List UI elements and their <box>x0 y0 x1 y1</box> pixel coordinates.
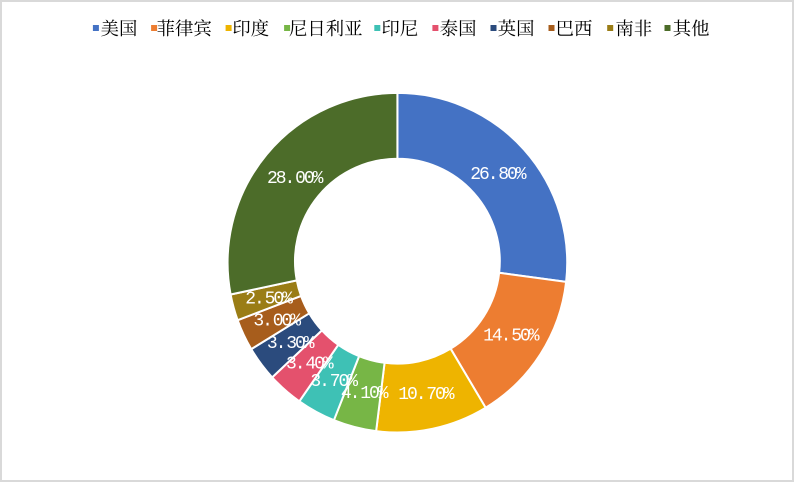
svg-text:14.50%: 14.50% <box>483 326 540 346</box>
svg-text:26.80%: 26. 80% <box>470 165 527 185</box>
svg-text:2.50%: 2.50% <box>245 290 293 310</box>
svg-text:3.30%: 3.30% <box>267 334 315 354</box>
svg-text:3.70%: 3.70% <box>310 372 358 392</box>
svg-text:10.70%: 10.70% <box>398 385 455 405</box>
svg-text:3.00%: 3.00% <box>253 311 301 331</box>
svg-text:3.40%: 3.40% <box>286 355 334 375</box>
svg-text:4.10%: 4.10% <box>341 384 389 404</box>
svg-text:28.00%: 28.00% <box>267 169 324 189</box>
